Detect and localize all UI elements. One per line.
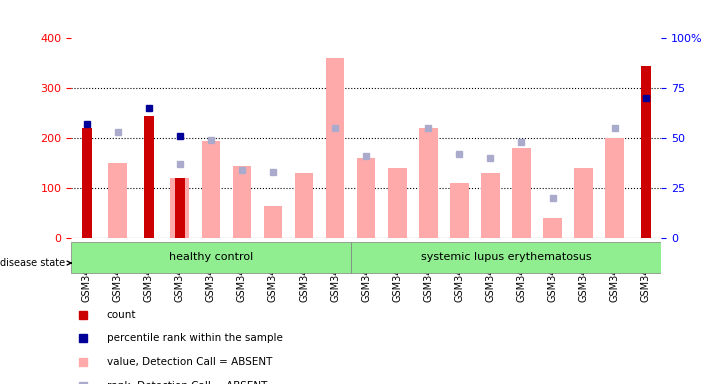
Bar [543, 218, 562, 238]
Bar [357, 158, 375, 238]
Bar [481, 173, 500, 238]
Bar [264, 206, 282, 238]
Bar [574, 168, 593, 238]
Text: disease state: disease state [0, 258, 71, 268]
Bar [108, 163, 127, 238]
Text: healthy control: healthy control [169, 252, 253, 262]
Bar [388, 168, 407, 238]
Text: systemic lupus erythematosus: systemic lupus erythematosus [421, 252, 592, 262]
Bar [232, 166, 251, 238]
Text: count: count [107, 310, 136, 320]
Bar [82, 128, 92, 238]
Bar [326, 58, 344, 238]
Bar [175, 178, 185, 238]
Bar [450, 183, 469, 238]
Text: value, Detection Call = ABSENT: value, Detection Call = ABSENT [107, 357, 272, 367]
FancyBboxPatch shape [71, 242, 351, 273]
Text: rank, Detection Call = ABSENT: rank, Detection Call = ABSENT [107, 381, 267, 384]
Bar [605, 138, 624, 238]
Bar [144, 116, 154, 238]
FancyBboxPatch shape [351, 242, 661, 273]
Text: percentile rank within the sample: percentile rank within the sample [107, 333, 282, 343]
Bar [419, 128, 437, 238]
Bar [295, 173, 314, 238]
Bar [641, 66, 651, 238]
Bar [512, 148, 531, 238]
Bar [201, 141, 220, 238]
Bar [171, 178, 189, 238]
